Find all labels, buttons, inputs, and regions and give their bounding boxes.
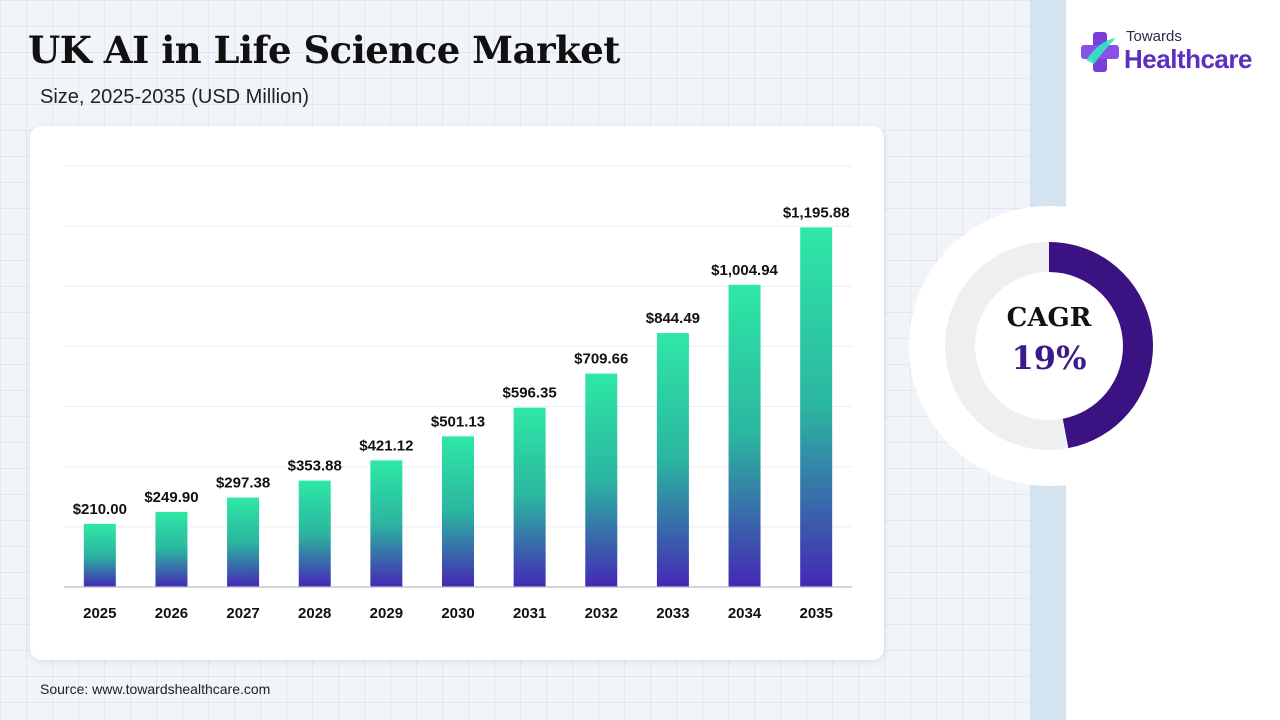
x-tick-2031: 2031 (513, 605, 546, 622)
logo-text-top: Towards (1126, 28, 1182, 45)
cagr-donut: CAGR 19% (908, 205, 1190, 487)
data-labels: $210.00 $249.90 $297.38 $353.88 $421.12 $501.… (73, 204, 850, 517)
cagr-value: 19% (1011, 339, 1087, 377)
x-tick-2026: 2026 (155, 605, 188, 622)
bar-2027 (227, 497, 260, 587)
x-tick-2025: 2025 (83, 605, 116, 622)
bar-2025 (83, 523, 116, 587)
x-tick-2030: 2030 (441, 605, 474, 622)
source-note: Source: www.towardshealthcare.com (40, 681, 271, 697)
x-tick-2028: 2028 (298, 605, 331, 622)
medical-cross-icon (1081, 32, 1119, 72)
x-tick-labels: 2025 2026 2027 2028 2029 2030 2031 2032 2033 2034… (83, 605, 833, 622)
chart-subtitle: Size, 2025-2035 (USD Million) (40, 86, 310, 108)
data-label-2028: $353.88 (288, 458, 342, 475)
data-label-2030: $501.13 (431, 413, 485, 430)
bar-2029 (370, 460, 403, 587)
data-label-2033: $844.49 (646, 310, 700, 327)
bar-2033 (656, 333, 689, 587)
x-tick-2034: 2034 (728, 605, 762, 622)
cagr-ring (909, 206, 1189, 486)
data-label-2032: $709.66 (574, 351, 628, 368)
x-tick-2027: 2027 (226, 605, 259, 622)
data-label-2027: $297.38 (216, 475, 270, 492)
data-label-2026: $249.90 (144, 489, 198, 506)
x-tick-2032: 2032 (585, 605, 618, 622)
gridlines (64, 165, 852, 588)
chart-title: UK AI in Life Science Market (28, 28, 620, 72)
bar-2028 (298, 480, 331, 587)
bar-2032 (585, 373, 618, 587)
logo-text-main: Healthcare (1124, 44, 1252, 74)
data-label-2025: $210.00 (73, 501, 127, 518)
brand-logo: Towards Healthcare (1080, 28, 1270, 78)
bar-2026 (155, 511, 188, 587)
x-tick-2029: 2029 (370, 605, 403, 622)
data-label-2034: $1,004.94 (711, 262, 778, 279)
bar-2034 (728, 284, 761, 587)
cagr-arc (945, 242, 1153, 450)
bar-chart: $210.00 $249.90 $297.38 $353.88 $421.12 $501.… (64, 165, 852, 622)
cagr-label: CAGR (1006, 303, 1092, 333)
data-label-2029: $421.12 (359, 437, 413, 454)
x-tick-2035: 2035 (799, 605, 832, 622)
bar-2035 (800, 227, 833, 587)
bar-2031 (513, 407, 546, 587)
bars (83, 227, 833, 587)
bar-2030 (442, 436, 474, 587)
data-label-2031: $596.35 (503, 385, 557, 402)
x-tick-2033: 2033 (656, 605, 689, 622)
data-label-2035: $1,195.88 (783, 204, 850, 221)
